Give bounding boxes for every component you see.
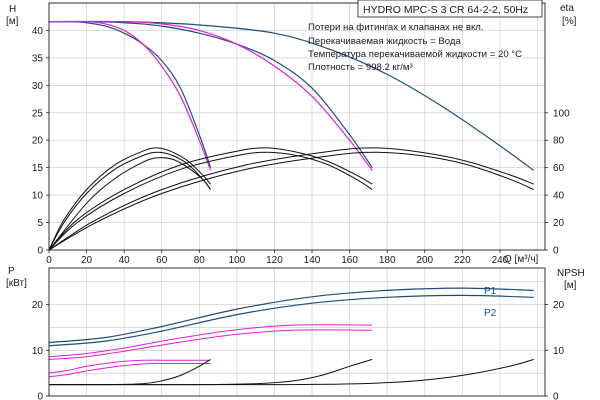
x-tick-label: 0	[46, 255, 52, 266]
note-liquid: Перекачиваемая жидкость = Вода	[308, 36, 462, 47]
y-tick-label-left: 30	[32, 81, 44, 92]
head-eta-grid	[49, 3, 545, 250]
note-density: Плотность = 998.2 кг/м³	[308, 62, 413, 73]
power-npsh-grid	[49, 268, 545, 396]
y-axis-unit-eta: [%]	[562, 16, 577, 27]
model-title-box	[357, 0, 543, 18]
y-tick-label-left: 15	[32, 163, 44, 174]
curve-head-red	[48, 20, 212, 171]
curve-npsh	[48, 358, 534, 386]
curve-head-max	[48, 21, 212, 168]
curve-eff	[48, 147, 534, 251]
y-axis-title-npsh: NPSH	[557, 268, 585, 279]
y-tick-label-right: 60	[553, 163, 565, 174]
curve-eff	[48, 151, 211, 251]
y-tick-label-right: 0	[553, 246, 559, 257]
curve-head-max	[48, 20, 535, 171]
y-axis-unit-head: [м]	[6, 16, 19, 27]
series-label-p1: P1	[484, 286, 497, 297]
y-tick-label-left: 0	[37, 246, 43, 257]
x-tick-label: 100	[229, 255, 246, 266]
curve-p2	[48, 294, 534, 347]
y-tick-label-right: 100	[553, 108, 570, 119]
power-npsh-curves	[48, 287, 534, 386]
curve-p-red	[48, 359, 211, 374]
head-eta-axes: 0 5 10 15 20 25 30 35 40 0 20 40 60 80 100 0 20 40 60 80 100…	[32, 2, 570, 266]
curve-head-red	[48, 20, 373, 171]
y-axis-title-power: P	[8, 266, 15, 277]
y-tick-label-left: 5	[37, 218, 43, 229]
y-tick-label-left: 25	[32, 108, 44, 119]
y-tick-label-right: 10	[553, 346, 565, 357]
head-panel-frame	[48, 2, 546, 251]
curve-eff	[48, 151, 534, 251]
y-axis-title-head: H	[9, 4, 16, 15]
curve-eff	[48, 147, 211, 251]
curve-p-red	[48, 363, 211, 378]
y-tick-label-left: 0	[37, 392, 43, 400]
x-tick-label: 240	[492, 255, 509, 266]
y-tick-label-right: 40	[553, 191, 565, 202]
x-tick-label: 140	[304, 255, 321, 266]
y-axis-title-eta: eta	[560, 3, 574, 14]
y-tick-label-left: 20	[32, 300, 44, 311]
x-tick-label: 80	[194, 255, 206, 266]
x-tick-label: 60	[156, 255, 168, 266]
head-eta-curves	[48, 20, 535, 251]
curve-p1	[48, 287, 534, 344]
x-tick-label: 40	[119, 255, 131, 266]
y-tick-label-left: 10	[32, 346, 44, 357]
x-tick-label: 200	[416, 255, 433, 266]
y-axis-unit-power: [кВт]	[6, 278, 27, 289]
y-tick-label-left: 10	[32, 191, 44, 202]
note-fittings: Потери на фитингах и клапанах не вкл.	[308, 22, 484, 33]
y-tick-label-right: 20	[553, 218, 565, 229]
model-title: HYDRO MPC-S 3 CR 64-2-2, 50Hz	[363, 4, 528, 16]
power-npsh-axes: 0 10 20 0 10 20	[32, 267, 565, 400]
x-tick-label: 160	[341, 255, 358, 266]
curve-eff	[48, 147, 373, 251]
x-tick-label: 120	[266, 255, 283, 266]
curve-p-red	[48, 329, 373, 360]
y-tick-label-right: 80	[553, 136, 565, 147]
curve-eff	[48, 157, 211, 251]
x-tick-label: 180	[379, 255, 396, 266]
curve-eff	[48, 151, 373, 251]
note-temperature: Температура перекачиваемой жидкости = 20…	[308, 49, 522, 60]
y-tick-label-left: 40	[32, 26, 44, 37]
power-panel-frame	[48, 267, 546, 397]
y-tick-label-left: 35	[32, 53, 44, 64]
y-axis-unit-npsh: [м]	[564, 280, 577, 291]
y-tick-label-right: 20	[553, 300, 565, 311]
x-tick-label: 20	[81, 255, 93, 266]
series-label-p2: P2	[484, 308, 497, 319]
curve-p-red	[48, 324, 373, 358]
y-tick-label-right: 0	[553, 392, 559, 400]
x-axis-title-q: Q [м³/ч]	[504, 254, 539, 265]
x-tick-label: 220	[454, 255, 471, 266]
y-tick-label-left: 20	[32, 136, 44, 147]
